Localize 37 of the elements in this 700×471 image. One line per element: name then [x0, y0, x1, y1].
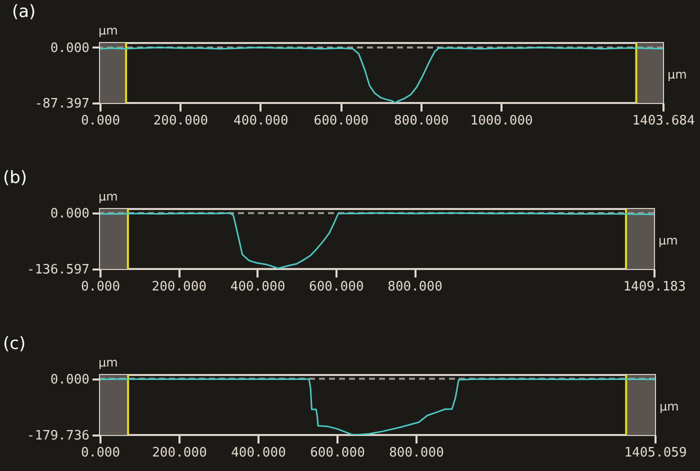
- x-tick-label: 400.000: [234, 114, 288, 128]
- y-axis-title: µm: [98, 24, 118, 38]
- x-tick-label: 400.000: [231, 446, 286, 460]
- x-axis-title: µm: [658, 234, 678, 248]
- x-tick-label: 200.000: [152, 280, 207, 294]
- x-tick-label: 800.000: [389, 446, 444, 460]
- x-tick-label: 800.000: [388, 280, 442, 294]
- y-axis-title: µm: [98, 190, 118, 204]
- x-tick-label: 1403.684: [632, 114, 695, 128]
- x-tick-label: 400.000: [230, 280, 286, 294]
- x-tick-label: 0.000: [80, 114, 120, 128]
- chart-title: (a): [12, 2, 36, 22]
- x-tick-label: 600.000: [310, 446, 365, 460]
- x-tick-label: 1000.000: [470, 114, 533, 128]
- y-tick-label: 0.000: [50, 372, 90, 388]
- x-tick-label: 0.000: [80, 280, 120, 294]
- x-tick-label: 600.000: [308, 280, 364, 294]
- y-tick-label: 0.000: [50, 206, 90, 222]
- x-tick-label: 800.000: [394, 114, 449, 128]
- y-tick-label: -179.736: [26, 428, 90, 444]
- chart-title: (c): [3, 334, 26, 354]
- x-axis-title: µm: [660, 400, 679, 414]
- x-tick-label: 0.000: [80, 446, 120, 460]
- x-tick-label: 200.000: [152, 446, 207, 460]
- x-tick-label: 600.000: [314, 114, 369, 128]
- x-tick-label: 1409.183: [623, 280, 686, 294]
- y-tick-label: -87.397: [34, 96, 90, 112]
- y-axis-title: µm: [98, 356, 118, 370]
- y-tick-label: 0.000: [50, 40, 90, 56]
- line-series: [100, 378, 655, 435]
- chart-title: (b): [3, 168, 28, 188]
- x-axis-title: µm: [668, 68, 687, 82]
- y-tick-label: -136.597: [26, 262, 90, 278]
- line-series: [100, 46, 663, 103]
- x-tick-label: 200.000: [153, 114, 208, 128]
- line-series: [100, 212, 654, 269]
- x-tick-label: 1405.059: [624, 446, 687, 460]
